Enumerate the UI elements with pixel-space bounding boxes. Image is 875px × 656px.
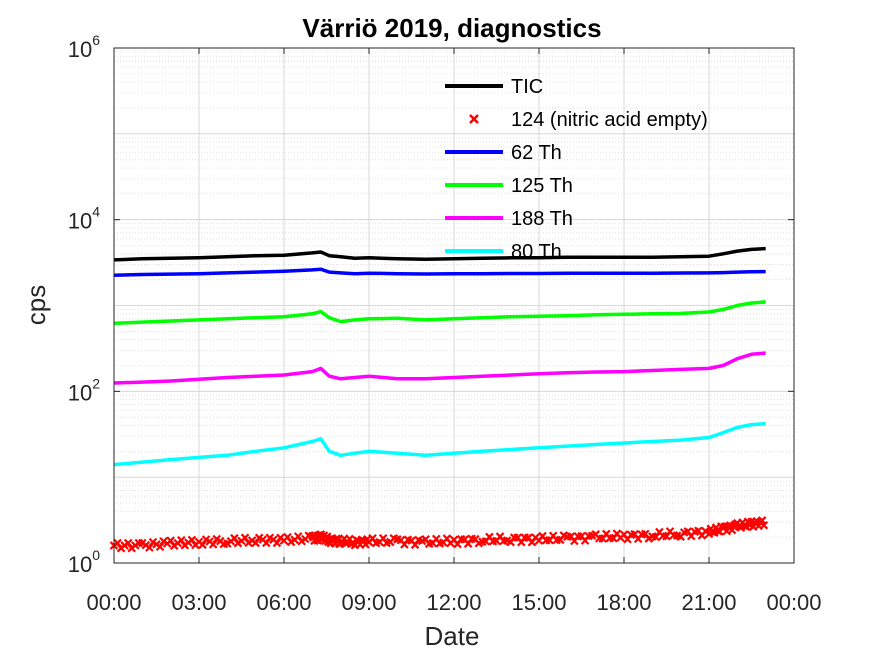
- series-line-tic: [113, 246, 766, 262]
- series-line-62-th: [113, 267, 766, 278]
- y-tick-label: 106: [68, 32, 100, 62]
- legend-label: 124 (nitric acid empty): [511, 109, 708, 131]
- x-axis-label: Date: [425, 621, 480, 651]
- x-tick-label: 03:00: [171, 590, 226, 615]
- legend-label: 80 Th: [511, 241, 562, 263]
- data-point-marker: [113, 538, 122, 548]
- chart-title: Värriö 2019, diagnostics: [302, 13, 601, 43]
- series-124-nitric-acid-empty-markers: [109, 516, 769, 553]
- legend-label: 125 Th: [511, 175, 573, 197]
- y-tick-label: 100: [68, 547, 100, 577]
- data-point-marker: [145, 543, 154, 552]
- x-tick-label: 00:00: [86, 590, 141, 615]
- y-tick-label: 104: [68, 204, 100, 234]
- data-point-marker: [262, 538, 271, 548]
- data-point-marker: [123, 538, 133, 548]
- x-tick-label: 00:00: [766, 590, 821, 615]
- series-line-80-th: [113, 421, 766, 467]
- x-tick-label: 09:00: [341, 590, 396, 615]
- y-axis-label: cps: [21, 285, 51, 325]
- series-layer: [109, 246, 769, 553]
- x-tick-label: 18:00: [596, 590, 651, 615]
- data-point-marker: [757, 516, 767, 525]
- series-line-125-th: [113, 300, 766, 326]
- series-line-188-th: [113, 351, 766, 385]
- y-tick-label: 102: [68, 375, 100, 405]
- x-tick-label: 21:00: [681, 590, 736, 615]
- x-tick-label: 12:00: [426, 590, 481, 615]
- legend-label: 188 Th: [511, 208, 573, 230]
- data-point-marker: [759, 521, 769, 530]
- data-point-marker: [198, 540, 207, 550]
- data-point-marker: [155, 542, 165, 552]
- legend-label: 62 Th: [511, 142, 562, 164]
- legend: TIC 124 (nitric acid empty) 62 Th 125 Th 188…: [445, 76, 708, 263]
- x-tick-label: 06:00: [256, 590, 311, 615]
- x-tick-label: 15:00: [511, 590, 566, 615]
- data-point-marker: [251, 538, 260, 548]
- legend-marker-nitric-acid: [469, 114, 479, 124]
- data-point-marker: [208, 540, 218, 549]
- data-point-marker: [272, 538, 282, 548]
- legend-label: TIC: [511, 76, 543, 98]
- axis-ticks: 00:00 03:00 06:00 09:00 12:00 15:00 18:00 21:00…: [68, 32, 822, 615]
